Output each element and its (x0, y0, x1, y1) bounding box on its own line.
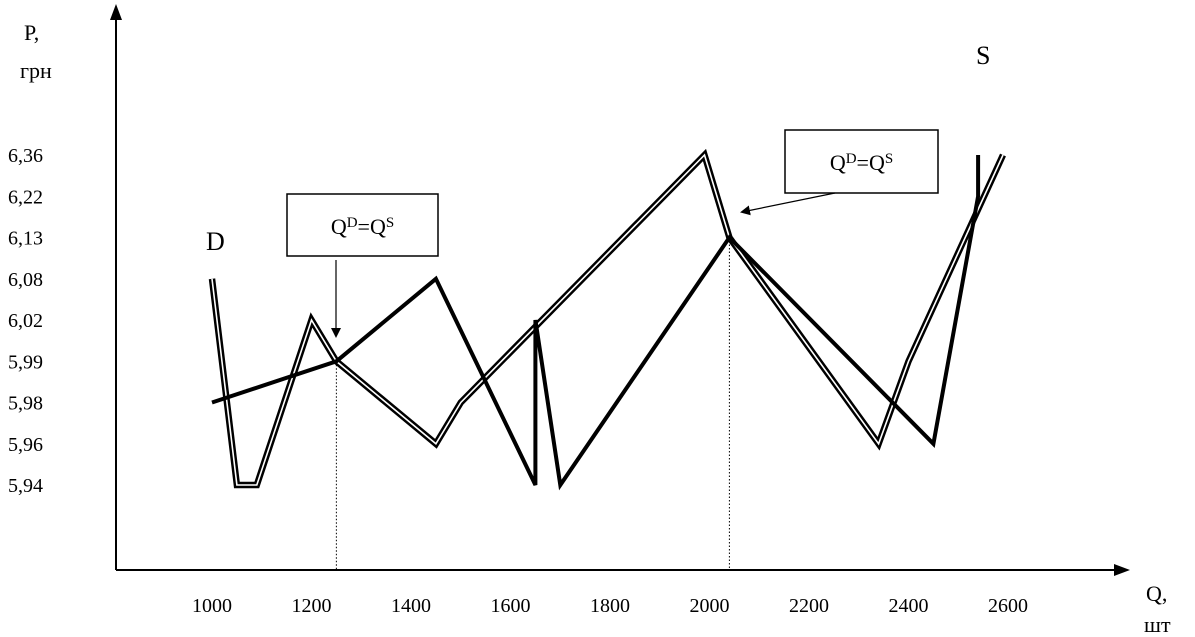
x-tick-label: 2200 (789, 595, 829, 617)
y-tick-label: 6,22 (8, 186, 43, 208)
y-axis-arrow (110, 4, 122, 20)
y-tick-label: 6,36 (8, 145, 43, 167)
series-line-inner (211, 153, 1004, 486)
y-tick-labels: 6,36 6,22 6,13 6,08 6,02 5,99 5,98 5,96 5,94 (8, 145, 43, 497)
equilibrium-annotation: QD=QS (740, 129, 939, 216)
y-tick-label: 6,02 (8, 310, 43, 332)
x-tick-label: 2600 (988, 595, 1028, 617)
equilibrium-guides (335, 237, 730, 570)
x-axis-arrow (1114, 564, 1130, 576)
x-tick-label: 2400 (889, 595, 929, 617)
y-tick-label: 6,08 (8, 269, 43, 291)
x-axis-title-line2: шт (1144, 612, 1171, 637)
annotation-arrow (740, 192, 836, 216)
series-d (208, 148, 1006, 489)
x-tick-label: 1000 (192, 595, 232, 617)
equilibrium-annotation: QD=QS (286, 193, 439, 338)
x-axis-title-line1: Q, (1146, 581, 1167, 606)
y-tick-label: 5,99 (8, 351, 43, 373)
x-tick-labels: 1000 1200 1400 1600 1800 2000 2200 2400 2600 (192, 595, 1028, 617)
series-label-d: D (206, 227, 225, 256)
series-layer (208, 148, 1006, 491)
y-tick-label: 5,98 (8, 393, 43, 415)
annotation-text: QD=QS (830, 150, 893, 175)
y-axis-title-line1: P, (24, 20, 39, 45)
annotation-box (286, 193, 439, 257)
x-tick-label: 1600 (491, 595, 531, 617)
series-s (211, 155, 981, 491)
y-tick-label: 5,94 (8, 475, 43, 497)
annotation-box (784, 129, 939, 194)
x-tick-label: 1800 (590, 595, 630, 617)
x-tick-label: 2000 (690, 595, 730, 617)
y-axis-title-line2: грн (20, 58, 52, 83)
series-label-s: S (976, 41, 990, 70)
series-line (211, 155, 981, 491)
y-tick-label: 5,96 (8, 434, 43, 456)
y-tick-label: 6,13 (8, 228, 43, 250)
x-tick-label: 1400 (391, 595, 431, 617)
annotation-text: QD=QS (331, 214, 394, 239)
annotations: QD=QS QD=QS (286, 129, 939, 338)
x-tick-label: 1200 (292, 595, 332, 617)
